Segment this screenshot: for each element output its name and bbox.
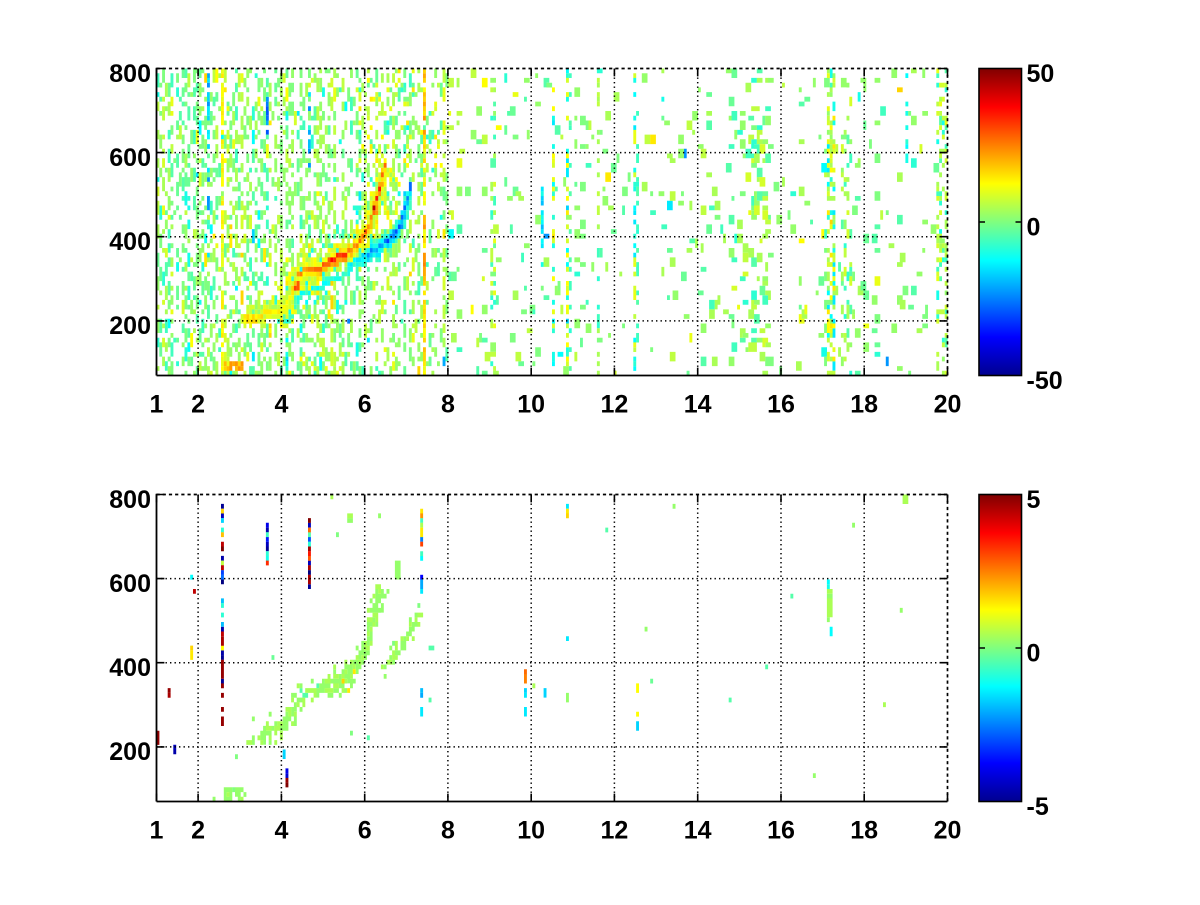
svg-text:600: 600 xyxy=(109,570,151,598)
svg-text:400: 400 xyxy=(109,228,151,256)
svg-text:20: 20 xyxy=(934,390,962,418)
svg-text:16: 16 xyxy=(767,816,795,844)
svg-text:2: 2 xyxy=(191,390,205,418)
svg-text:800: 800 xyxy=(109,60,151,88)
svg-text:600: 600 xyxy=(109,144,151,172)
svg-text:16: 16 xyxy=(767,390,795,418)
svg-text:14: 14 xyxy=(684,390,712,418)
svg-text:12: 12 xyxy=(600,390,628,418)
svg-text:8: 8 xyxy=(441,816,455,844)
svg-text:12: 12 xyxy=(600,816,628,844)
svg-text:1: 1 xyxy=(150,390,164,418)
svg-text:18: 18 xyxy=(850,816,878,844)
svg-text:20: 20 xyxy=(934,816,962,844)
svg-text:-50: -50 xyxy=(1027,367,1063,395)
svg-text:0: 0 xyxy=(1027,639,1041,667)
svg-text:400: 400 xyxy=(109,654,151,682)
svg-text:200: 200 xyxy=(109,738,151,766)
svg-text:800: 800 xyxy=(109,486,151,514)
svg-text:10: 10 xyxy=(517,390,545,418)
svg-text:1: 1 xyxy=(150,816,164,844)
svg-text:18: 18 xyxy=(850,390,878,418)
svg-text:200: 200 xyxy=(109,312,151,340)
svg-text:10: 10 xyxy=(517,816,545,844)
svg-text:14: 14 xyxy=(684,816,712,844)
svg-text:2: 2 xyxy=(191,816,205,844)
svg-text:8: 8 xyxy=(441,390,455,418)
svg-text:6: 6 xyxy=(358,816,372,844)
svg-text:5: 5 xyxy=(1027,486,1041,514)
svg-text:-5: -5 xyxy=(1027,793,1049,821)
svg-text:0: 0 xyxy=(1027,213,1041,241)
svg-text:50: 50 xyxy=(1027,60,1055,88)
svg-text:6: 6 xyxy=(358,390,372,418)
svg-text:4: 4 xyxy=(274,390,288,418)
svg-text:4: 4 xyxy=(274,816,288,844)
